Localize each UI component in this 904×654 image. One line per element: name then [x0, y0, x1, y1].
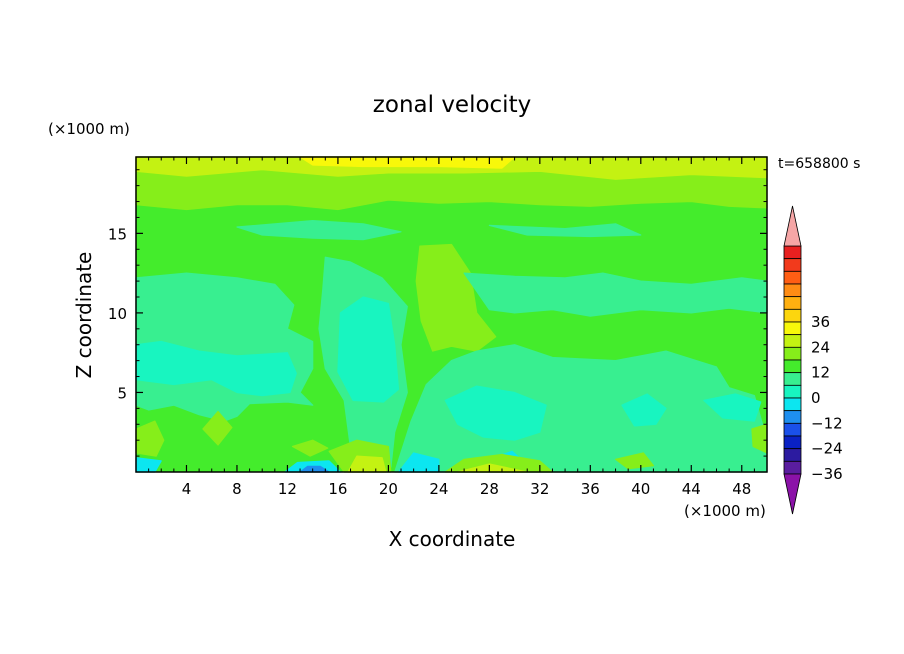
colorbar-box	[783, 346, 802, 361]
y-unit-label: (×1000 m)	[48, 120, 130, 138]
colorbar-box	[783, 258, 802, 272]
x-tick-label: 44	[682, 480, 701, 498]
colorbar-box	[783, 359, 802, 374]
y-axis-ticks: 5 10 15	[108, 169, 767, 457]
x-tick-label: 12	[278, 480, 297, 498]
x-axis-ticks: 4 8 12 16 20 24 28 32 36 40 44 48	[148, 157, 755, 498]
contour-region-27	[614, 452, 655, 470]
plot-area	[135, 156, 768, 473]
colorbar-bottom-arrow	[783, 473, 802, 515]
colorbar-top-arrow	[783, 205, 802, 247]
contour-region-14	[703, 393, 762, 422]
chart-title: zonal velocity	[373, 92, 531, 118]
colorbar-box	[783, 308, 802, 323]
x-tick-label: 24	[429, 480, 448, 498]
colorbar-box	[783, 372, 802, 386]
x-tick-label: 36	[581, 480, 600, 498]
contour-region-9	[488, 223, 642, 238]
x-tick-label: 4	[182, 480, 192, 498]
contour-region-21	[202, 410, 233, 446]
colorbar-box	[783, 270, 802, 285]
y-tick-label: 15	[108, 225, 127, 243]
colorbar-box	[783, 448, 802, 462]
colorbar-box	[783, 384, 802, 399]
x-tick-label: 8	[232, 480, 242, 498]
contour-region-22	[291, 439, 329, 457]
colorbar-box	[783, 245, 802, 260]
colorbar-label: −36	[811, 465, 843, 483]
colorbar-box	[783, 283, 802, 298]
colorbar-box	[783, 334, 802, 348]
x-tick-label: 16	[328, 480, 347, 498]
colorbar-label: −24	[811, 440, 843, 458]
colorbar-box	[783, 410, 802, 424]
x-tick-label: 40	[631, 480, 650, 498]
colorbar-box	[783, 397, 802, 412]
contour-region-8	[236, 220, 402, 241]
x-tick-label: 48	[732, 480, 751, 498]
y-tick-label: 10	[108, 305, 127, 323]
x-tick-label: 32	[530, 480, 549, 498]
contour-region-10	[337, 296, 400, 403]
contour-region-11	[135, 340, 297, 397]
colorbar: 36 24 12 0 −12 −24 −36	[783, 205, 843, 515]
contour-regions	[135, 156, 768, 473]
colorbar-label: 0	[811, 389, 821, 407]
colorbar-box	[783, 460, 802, 475]
y-tick-label: 5	[117, 384, 127, 402]
y-axis-label: Z coordinate	[72, 252, 96, 379]
contour-region-13	[621, 393, 667, 427]
colorbar-label: 12	[811, 364, 830, 382]
x-tick-label: 28	[480, 480, 499, 498]
colorbar-label: −12	[811, 414, 843, 432]
colorbar-box	[783, 435, 802, 450]
x-unit-label: (×1000 m)	[684, 502, 766, 520]
x-tick-label: 20	[379, 480, 398, 498]
colorbar-box	[783, 422, 802, 437]
contour-region-12	[444, 385, 547, 441]
colorbar-box	[783, 321, 802, 336]
colorbar-label: 36	[811, 313, 830, 331]
colorbar-box	[783, 296, 802, 310]
x-axis-label: X coordinate	[389, 527, 516, 551]
colorbar-label: 24	[811, 338, 830, 356]
time-label: t=658800 s	[778, 156, 860, 172]
